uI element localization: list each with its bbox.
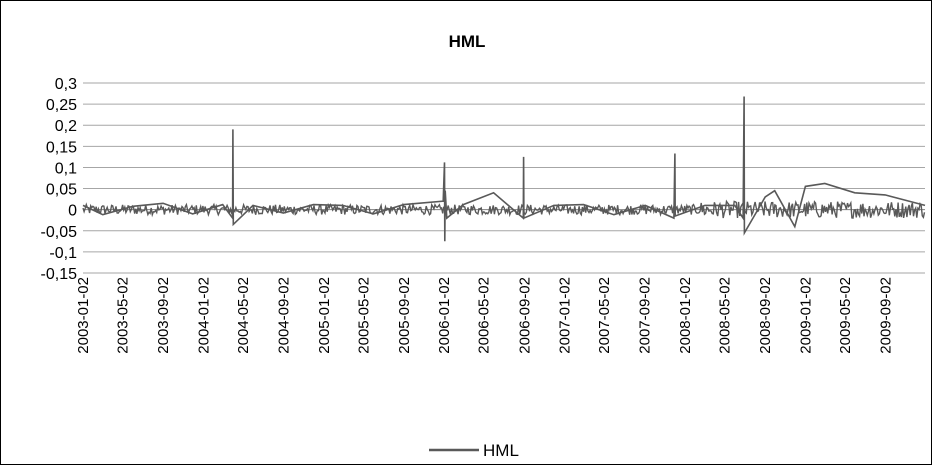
gridlines <box>83 82 925 274</box>
hml-noise-band <box>82 199 926 219</box>
x-tick-label: 2005-01-02 <box>316 277 333 354</box>
y-tick-label: -0,1 <box>49 245 77 262</box>
x-tick-label: 2009-05-02 <box>837 277 854 354</box>
hml-series-line <box>82 96 926 242</box>
legend-label: HML <box>483 441 519 460</box>
x-tick-label: 2004-09-02 <box>276 277 293 354</box>
y-tick-label: -0,05 <box>41 224 78 241</box>
x-tick-label: 2003-09-02 <box>155 277 172 354</box>
y-tick-label: 0,3 <box>55 76 77 93</box>
x-tick-label: 2009-01-02 <box>797 277 814 354</box>
legend: HML <box>429 441 519 460</box>
x-tick-label: 2007-05-02 <box>596 277 613 354</box>
y-tick-label: -0,15 <box>41 266 78 283</box>
x-tick-label: 2004-05-02 <box>235 277 252 354</box>
x-tick-label: 2008-05-02 <box>717 277 734 354</box>
x-tick-label: 2006-09-02 <box>516 277 533 354</box>
x-tick-label: 2009-09-02 <box>877 277 894 354</box>
chart-title: HML <box>449 32 486 51</box>
x-tick-label: 2008-01-02 <box>677 277 694 354</box>
y-tick-label: 0,2 <box>55 118 77 135</box>
x-tick-label: 2004-01-02 <box>195 277 212 354</box>
x-tick-label: 2007-01-02 <box>556 277 573 354</box>
y-tick-label: 0,15 <box>46 139 77 156</box>
y-axis-labels: -0,15 -0,1 -0,05 0 0,05 0,1 0,15 0,2 0,25 0,3 <box>41 76 78 283</box>
x-tick-label: 2005-05-02 <box>355 277 372 354</box>
y-tick-label: 0,05 <box>46 182 77 199</box>
x-tick-label: 2008-09-02 <box>757 277 774 354</box>
y-tick-label: 0 <box>68 203 77 220</box>
x-tick-label: 2006-01-02 <box>436 277 453 354</box>
plot-area <box>82 96 926 242</box>
x-tick-label: 2006-05-02 <box>476 277 493 354</box>
y-tick-label: 0,25 <box>46 97 77 114</box>
x-tick-label: 2003-01-02 <box>75 277 92 354</box>
x-tick-label: 2003-05-02 <box>115 277 132 354</box>
x-tick-label: 2007-09-02 <box>637 277 654 354</box>
x-tick-label: 2005-09-02 <box>396 277 413 354</box>
x-axis-labels: 2003-01-02 2003-05-02 2003-09-02 2004-01-02… <box>75 277 894 354</box>
y-tick-label: 0,1 <box>55 160 77 177</box>
